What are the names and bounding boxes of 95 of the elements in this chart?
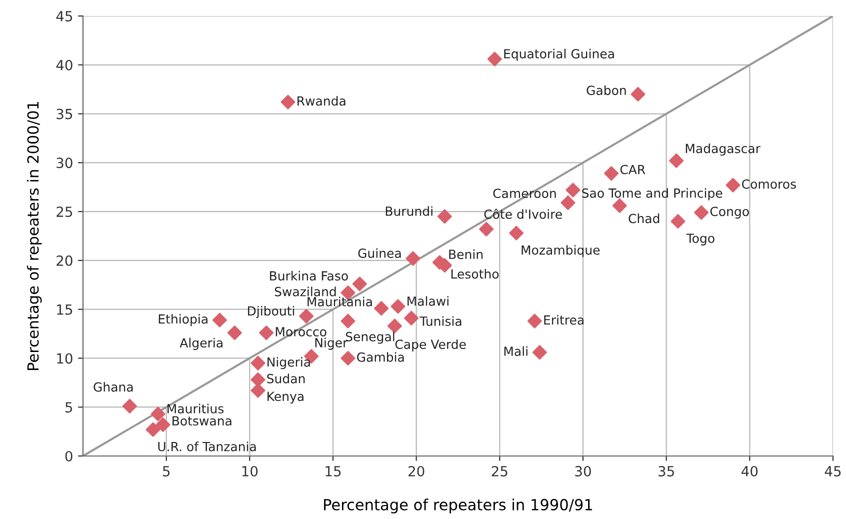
- y-tick-label: 35: [56, 108, 72, 120]
- annotation: Mauritius: [168, 404, 224, 414]
- annotation: Côte d'Ivoire: [484, 208, 562, 219]
- point: [404, 310, 419, 326]
- point: [250, 383, 266, 398]
- point: [612, 198, 627, 213]
- point: [150, 406, 166, 422]
- annotation: CAR: [620, 164, 646, 174]
- x-tick-label: 35: [658, 466, 674, 476]
- point: [509, 226, 524, 240]
- point: [694, 205, 709, 220]
- annotation: Morocco: [276, 327, 326, 336]
- x-tick-label: 25: [492, 466, 508, 476]
- annotation: Mozambique: [522, 245, 600, 258]
- x-tick-label: 20: [408, 466, 424, 476]
- annotation: Comoros: [742, 179, 796, 189]
- point: [299, 308, 314, 324]
- point: [560, 195, 576, 210]
- annotation: Gabon: [586, 85, 626, 96]
- annotation: Burkina Faso: [270, 270, 348, 281]
- point: [387, 318, 402, 334]
- point: [352, 276, 367, 292]
- x-tick-label: 10: [242, 466, 258, 476]
- annotation: Sudan: [267, 374, 305, 384]
- y-tick-label: 0: [65, 450, 72, 462]
- x-tick-label: 45: [824, 466, 841, 476]
- annotation: Mauritania: [308, 296, 372, 306]
- annotation: Lesotho: [451, 269, 499, 279]
- annotation: Chad: [628, 214, 660, 224]
- point: [527, 314, 542, 328]
- point: [250, 356, 266, 370]
- annotation: Gambia: [357, 352, 404, 362]
- point: [212, 312, 227, 328]
- annotation: Cameroon: [493, 188, 556, 198]
- annotation: Guinea: [358, 248, 401, 258]
- x-axis-title: Percentage of repeaters in 1990/91: [324, 498, 592, 514]
- point: [669, 153, 684, 168]
- x-tick-label: 15: [326, 466, 341, 476]
- annotation: Nigeria: [268, 357, 310, 370]
- annotation: Rwanda: [298, 96, 346, 106]
- annotation: Madagascar: [686, 144, 760, 156]
- annotation: Swaziland: [274, 286, 336, 296]
- y-tick-label: 40: [56, 60, 72, 70]
- annotation: Eritrea: [544, 315, 584, 325]
- point: [630, 86, 646, 102]
- point: [280, 94, 296, 110]
- y-tick-label: 10: [57, 353, 72, 364]
- x-tick-label: 40: [742, 466, 758, 476]
- point: [437, 209, 452, 224]
- point: [374, 301, 389, 316]
- annotation: Tunisia: [420, 316, 462, 326]
- point: [390, 299, 406, 314]
- point: [250, 372, 266, 388]
- annotation: Mali: [504, 346, 528, 356]
- y-tick-label: 20: [56, 255, 72, 266]
- y-tick-label: 15: [57, 304, 72, 315]
- annotation: Botswana: [172, 416, 232, 426]
- point: [479, 222, 494, 236]
- annotation: Equatorial Guinea: [504, 48, 614, 61]
- point: [259, 326, 274, 340]
- point: [532, 345, 547, 360]
- annotation: Algeria: [180, 338, 222, 350]
- point: [227, 326, 242, 340]
- point: [406, 251, 420, 266]
- annotation: Malawi: [408, 296, 448, 306]
- annotation: Togo: [686, 234, 714, 246]
- point: [726, 178, 740, 192]
- point: [487, 52, 502, 66]
- point: [146, 422, 160, 437]
- point: [604, 166, 619, 181]
- x-tick-label: 5: [162, 466, 170, 476]
- annotation: Cape Verde: [395, 339, 466, 352]
- annotation: Congo: [710, 206, 749, 219]
- y-tick-label: 30: [56, 158, 72, 168]
- y-tick-label: 45: [56, 11, 72, 22]
- point: [566, 182, 580, 198]
- x-tick-label: 30: [575, 466, 591, 476]
- annotation: Benin: [449, 249, 483, 260]
- y-axis-title: Percentage of repeaters in 2000/01: [26, 102, 42, 370]
- y-tick-label: 5: [66, 402, 72, 413]
- point: [340, 314, 356, 328]
- annotation: Niger: [315, 338, 348, 350]
- point: [156, 417, 170, 432]
- annotation: Djibouti: [248, 306, 294, 318]
- annotation: Ethiopia: [158, 314, 208, 326]
- point: [340, 350, 356, 366]
- annotation: Kenya: [268, 392, 304, 404]
- y-tick-label: 25: [56, 206, 72, 218]
- annotation: Ghana: [94, 382, 133, 392]
- annotation: Senegal: [346, 332, 394, 344]
- annotation: Sao Tome and Principe: [582, 188, 722, 200]
- annotation: U.R. of Tanzania: [158, 442, 256, 452]
- point: [122, 398, 137, 414]
- annotation: Burundi: [386, 206, 432, 216]
- point: [670, 214, 686, 229]
